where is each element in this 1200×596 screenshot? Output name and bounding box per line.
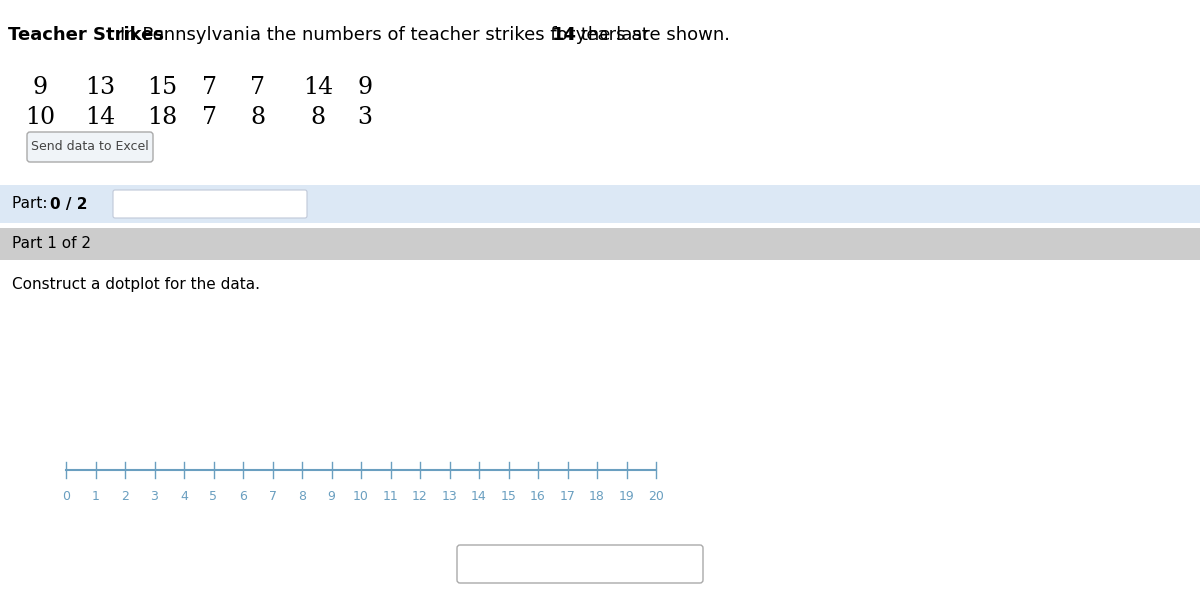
Text: 7: 7 (203, 76, 217, 100)
Text: 14: 14 (552, 26, 577, 44)
Text: Part 1 of 2: Part 1 of 2 (12, 237, 91, 252)
Text: 11: 11 (383, 490, 398, 503)
Text: 4: 4 (180, 490, 188, 503)
Text: years are shown.: years are shown. (570, 26, 730, 44)
Text: 19: 19 (619, 490, 635, 503)
Text: 17: 17 (559, 490, 576, 503)
Text: 14: 14 (302, 76, 334, 100)
Text: 7: 7 (269, 490, 276, 503)
Text: 2: 2 (121, 490, 128, 503)
Text: 8: 8 (311, 107, 325, 129)
Text: 16: 16 (530, 490, 546, 503)
Text: Part:: Part: (12, 197, 53, 212)
Text: 3: 3 (358, 107, 372, 129)
FancyBboxPatch shape (28, 132, 154, 162)
Bar (0, 185, 1200, 223)
Text: 12: 12 (412, 490, 428, 503)
Text: 8: 8 (298, 490, 306, 503)
Text: 10: 10 (25, 107, 55, 129)
Text: 13: 13 (85, 76, 115, 100)
Text: 9: 9 (328, 490, 336, 503)
Text: 14: 14 (472, 490, 487, 503)
Text: 0: 0 (62, 490, 70, 503)
Text: 6: 6 (239, 490, 247, 503)
Text: 7: 7 (203, 107, 217, 129)
Text: 13: 13 (442, 490, 457, 503)
Text: 20: 20 (648, 490, 664, 503)
Text: 5: 5 (210, 490, 217, 503)
Text: 9: 9 (32, 76, 48, 100)
Text: 18: 18 (146, 107, 178, 129)
Text: 15: 15 (146, 76, 178, 100)
Text: 9: 9 (358, 76, 372, 100)
FancyBboxPatch shape (113, 190, 307, 218)
Bar (0, 228, 1200, 260)
Text: 3: 3 (150, 490, 158, 503)
Text: In Pennsylvania the numbers of teacher strikes for the last: In Pennsylvania the numbers of teacher s… (120, 26, 654, 44)
Text: 1: 1 (91, 490, 100, 503)
Text: Teacher Strikes: Teacher Strikes (8, 26, 164, 44)
Text: Send data to Excel: Send data to Excel (31, 141, 149, 154)
Text: 15: 15 (500, 490, 516, 503)
Text: 8: 8 (251, 107, 265, 129)
Text: Construct a dotplot for the data.: Construct a dotplot for the data. (12, 278, 260, 293)
Text: 7: 7 (251, 76, 265, 100)
Text: 14: 14 (85, 107, 115, 129)
Text: 18: 18 (589, 490, 605, 503)
FancyBboxPatch shape (457, 545, 703, 583)
Text: 10: 10 (353, 490, 368, 503)
Text: 0 / 2: 0 / 2 (50, 197, 88, 212)
